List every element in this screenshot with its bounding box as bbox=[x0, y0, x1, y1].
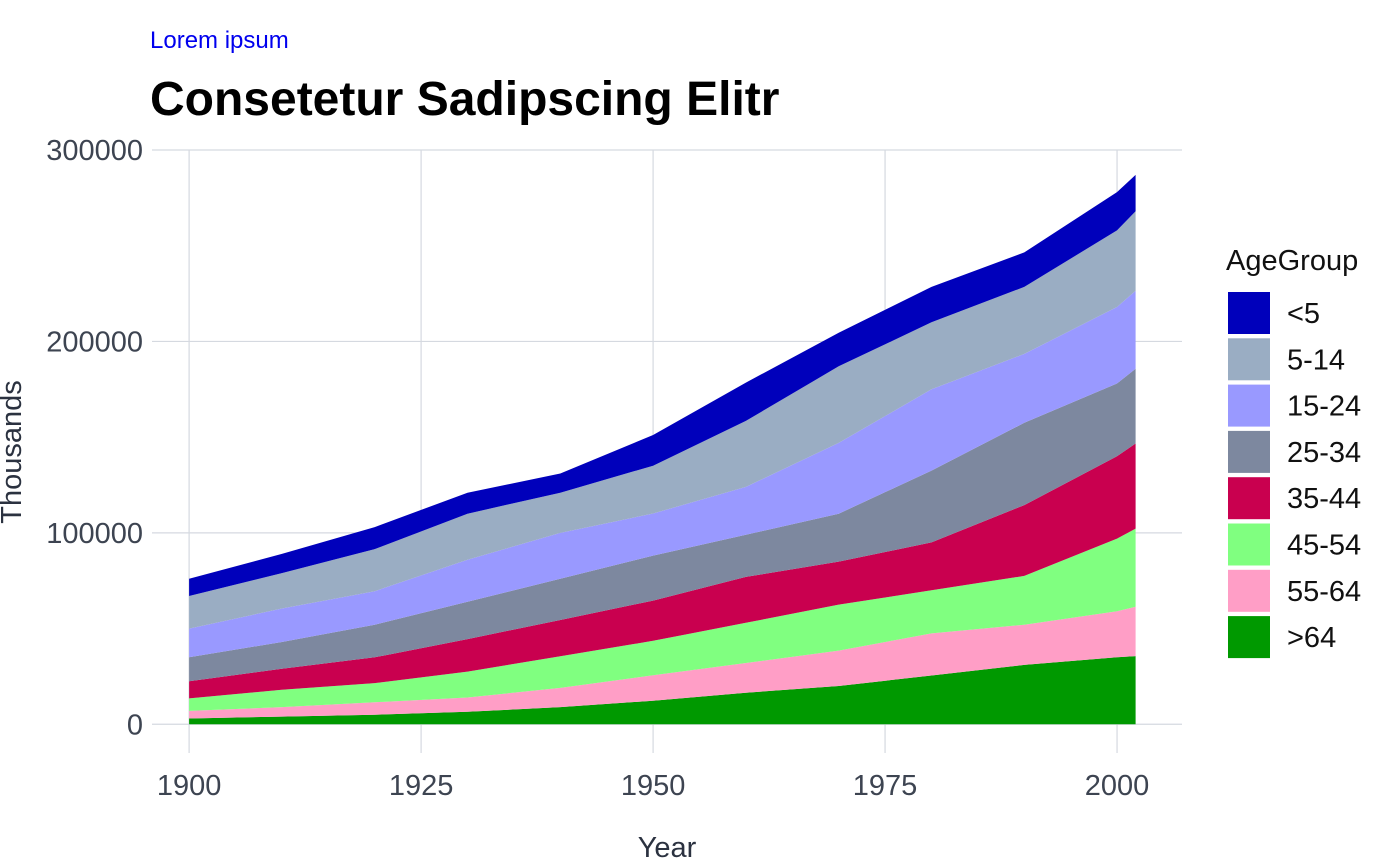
x-tick-label: 1975 bbox=[853, 770, 918, 802]
area-series-5-14 bbox=[189, 211, 1136, 629]
legend-label: 25-34 bbox=[1287, 437, 1361, 469]
legend-swatch bbox=[1228, 616, 1270, 659]
x-axis-ticks: 1900 1925 1950 1975 2000 bbox=[157, 770, 1149, 802]
area-series-25-34 bbox=[189, 368, 1136, 682]
legend-swatch bbox=[1228, 477, 1270, 520]
legend-label: 15-24 bbox=[1287, 391, 1361, 423]
legend-swatch bbox=[1228, 292, 1270, 334]
legend-label: 45-54 bbox=[1287, 530, 1361, 562]
area-series-55-64 bbox=[189, 606, 1136, 719]
legend-swatch bbox=[1228, 569, 1270, 612]
chart-subtitle: Lorem ipsum bbox=[150, 27, 289, 54]
legend-label: 5-14 bbox=[1287, 344, 1345, 376]
legend: AgeGroup <5 5-14 15-24 25-34 35-44 45-54 55-64… bbox=[1226, 245, 1361, 659]
y-axis-title: Thousands bbox=[0, 380, 28, 524]
x-tick-label: 1900 bbox=[157, 770, 222, 802]
area-series-45-54 bbox=[189, 528, 1136, 711]
legend-swatch bbox=[1228, 523, 1270, 566]
y-axis-ticks: 0 100000 200000 300000 bbox=[46, 135, 143, 741]
y-tick-label: 0 bbox=[127, 709, 143, 741]
legend-swatch bbox=[1228, 430, 1270, 473]
x-axis-title: Year bbox=[638, 832, 697, 864]
legend-label: <5 bbox=[1287, 298, 1320, 330]
y-tick-label: 200000 bbox=[46, 326, 143, 358]
x-tick-label: 1925 bbox=[389, 770, 454, 802]
chart-title: Consetetur Sadipscing Elitr bbox=[150, 73, 780, 126]
legend-title: AgeGroup bbox=[1226, 245, 1358, 277]
y-tick-label: 100000 bbox=[46, 518, 143, 550]
area-series-35-44 bbox=[189, 443, 1136, 699]
legend-label: >64 bbox=[1287, 622, 1336, 654]
area-series->64 bbox=[189, 656, 1136, 725]
area-series-15-24 bbox=[189, 290, 1136, 658]
legend-swatch bbox=[1228, 338, 1270, 381]
x-tick-label: 2000 bbox=[1085, 770, 1150, 802]
area-series-<5 bbox=[189, 174, 1136, 596]
y-tick-label: 300000 bbox=[46, 135, 143, 167]
legend-swatch bbox=[1228, 384, 1270, 427]
legend-label: 55-64 bbox=[1287, 576, 1361, 608]
legend-label: 35-44 bbox=[1287, 483, 1361, 515]
area-layers bbox=[189, 174, 1136, 725]
x-tick-label: 1950 bbox=[621, 770, 686, 802]
